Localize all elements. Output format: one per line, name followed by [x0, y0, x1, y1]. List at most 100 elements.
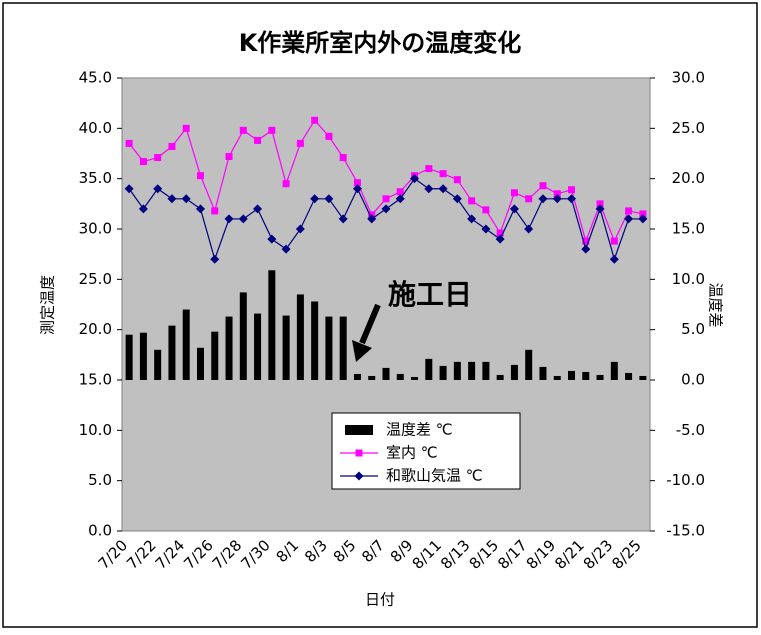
annotation: 施工日 — [388, 278, 472, 311]
marker — [211, 207, 219, 215]
bar — [225, 316, 233, 380]
bar — [154, 349, 162, 380]
marker — [381, 204, 391, 214]
bar — [139, 332, 147, 380]
marker — [453, 176, 461, 184]
marker — [539, 182, 547, 190]
bar — [339, 316, 347, 380]
marker — [238, 214, 248, 224]
marker — [552, 194, 562, 204]
marker — [367, 214, 377, 224]
bar — [254, 313, 262, 380]
y2-tick-label: 5.0 — [681, 320, 705, 338]
y2-tick-label: -5.0 — [676, 421, 705, 439]
bar — [568, 370, 576, 380]
y2-tick-label: -15.0 — [666, 522, 705, 540]
bar — [211, 331, 219, 380]
marker — [295, 224, 305, 234]
annotation-arrowhead — [352, 340, 372, 362]
bar — [168, 325, 176, 380]
y2-tick-label: 0.0 — [681, 371, 705, 389]
bar — [596, 374, 604, 380]
bar — [639, 375, 647, 380]
marker — [338, 214, 348, 224]
bar — [382, 367, 390, 380]
bar — [482, 361, 490, 380]
x-axis-label: 日付 — [365, 591, 395, 609]
bar — [510, 364, 518, 380]
marker — [296, 139, 304, 147]
marker — [509, 204, 519, 214]
marker — [196, 172, 204, 180]
marker — [468, 197, 476, 205]
bar — [353, 373, 361, 380]
y-tick-label: 10.0 — [79, 421, 112, 439]
bar — [439, 365, 447, 380]
marker — [267, 234, 277, 244]
bar — [239, 292, 247, 380]
marker — [638, 214, 648, 224]
y-tick-label: 25.0 — [79, 270, 112, 288]
bar — [311, 301, 319, 380]
marker — [481, 224, 491, 234]
marker — [168, 142, 176, 150]
y2-tick-label: 10.0 — [672, 270, 705, 288]
bar — [582, 371, 590, 380]
marker — [181, 194, 191, 204]
marker — [495, 234, 505, 244]
marker — [568, 186, 576, 194]
marker — [581, 244, 591, 254]
marker — [311, 116, 319, 124]
marker — [482, 206, 490, 214]
bar — [453, 361, 461, 380]
marker — [439, 170, 447, 178]
marker — [395, 194, 405, 204]
marker — [410, 174, 420, 184]
bar — [182, 309, 190, 380]
marker — [438, 184, 448, 194]
y-tick-label: 30.0 — [79, 220, 112, 238]
y-tick-label: 0.0 — [88, 522, 112, 540]
bar — [539, 366, 547, 380]
marker — [382, 195, 390, 203]
bar — [396, 373, 404, 380]
marker — [325, 132, 333, 140]
y2-tick-label: -10.0 — [666, 471, 705, 489]
marker — [610, 237, 618, 245]
marker — [124, 184, 134, 194]
y2-tick-label: 30.0 — [672, 69, 705, 87]
marker — [138, 204, 148, 214]
marker — [624, 214, 634, 224]
bar — [282, 315, 290, 380]
marker — [268, 126, 276, 134]
y2-axis-label: 温度差 — [707, 282, 725, 327]
marker — [496, 229, 504, 237]
legend-label: 室内 ℃ — [386, 444, 438, 462]
marker — [467, 214, 477, 224]
marker — [281, 244, 291, 254]
legend-label: 和歌山気温 ℃ — [386, 467, 483, 485]
bar — [525, 349, 533, 380]
marker — [538, 194, 548, 204]
marker — [595, 204, 605, 214]
bar — [296, 294, 304, 380]
legend-marker — [355, 449, 363, 457]
marker — [254, 136, 262, 144]
legend-marker — [354, 471, 364, 481]
marker — [310, 194, 320, 204]
marker — [225, 153, 233, 161]
marker — [224, 214, 234, 224]
marker — [525, 195, 533, 203]
marker — [424, 184, 434, 194]
marker — [425, 165, 433, 173]
marker — [153, 184, 163, 194]
y-tick-label: 40.0 — [79, 119, 112, 137]
legend-label: 温度差 ℃ — [386, 421, 453, 439]
bar — [411, 376, 419, 380]
y-tick-label: 20.0 — [79, 320, 112, 338]
y2-tick-label: 20.0 — [672, 169, 705, 187]
y-tick-label: 35.0 — [79, 169, 112, 187]
bar — [610, 361, 618, 380]
marker — [582, 237, 590, 245]
